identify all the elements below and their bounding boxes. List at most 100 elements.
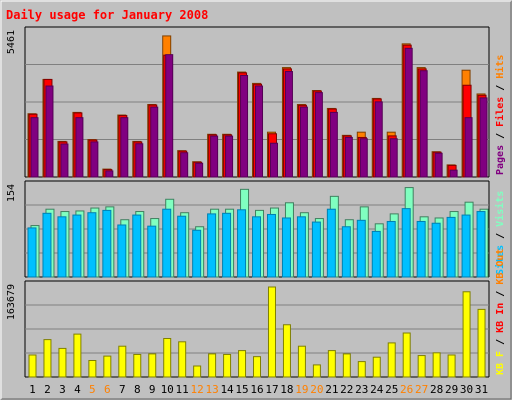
pages-bar — [464, 117, 473, 178]
kbytes-bar — [43, 339, 52, 378]
pages-bar — [210, 135, 219, 178]
kbytes-bar — [312, 364, 321, 378]
sites-bar — [147, 225, 157, 278]
kbytes-bar — [238, 350, 247, 378]
sites-bar — [162, 208, 172, 278]
x-tick-label: 21 — [325, 383, 338, 396]
pages-bar — [479, 97, 488, 178]
x-tick-label: 4 — [74, 383, 81, 396]
sites-bar — [266, 213, 276, 278]
sites-bar — [341, 226, 351, 278]
x-tick-label: 25 — [385, 383, 398, 396]
pages-bar — [105, 170, 114, 178]
pages-bar — [90, 141, 99, 178]
kbytes-bar — [88, 360, 97, 378]
kbytes-bar — [73, 333, 82, 378]
sites-bar — [401, 208, 411, 278]
x-tick-label: 1 — [29, 383, 36, 396]
sites-bar — [371, 230, 381, 278]
kbytes-bar — [28, 354, 37, 378]
pages-bar — [404, 47, 413, 178]
kbytes-bar — [357, 361, 366, 378]
sites-bar — [57, 216, 67, 278]
x-tick-label: 20 — [310, 383, 323, 396]
x-tick-label: 3 — [59, 383, 66, 396]
x-tick-label: 9 — [149, 383, 156, 396]
pages-bar — [359, 138, 368, 178]
sites-bar — [207, 213, 217, 278]
x-tick-label: 10 — [161, 383, 174, 396]
hits-files-pages-bars — [27, 35, 488, 178]
sites-bar — [281, 217, 291, 278]
kbytes-bar — [267, 286, 276, 378]
kbytes-bar — [58, 347, 67, 378]
x-tick-label: 11 — [176, 383, 189, 396]
pages-bar — [419, 70, 428, 178]
visits-sites-panel: 154 Sites / Visits — [6, 180, 506, 278]
x-tick-label: 27 — [415, 383, 428, 396]
x-tick-label: 17 — [265, 383, 278, 396]
sites-bar — [117, 224, 127, 278]
pages-bar — [180, 152, 189, 178]
sites-bar — [326, 208, 336, 278]
x-axis-labels: 1 2 3 4 5 6 7 8 9 10 11 12 13 14 15 16 17 18 19 20 21 22 23 24 2… — [29, 383, 488, 396]
pages-bar — [75, 117, 84, 178]
pages-bar — [60, 143, 69, 178]
visits-sites-ymax-label: 154 — [6, 184, 17, 202]
hits-files-pages-panel: 5461 Pages / Files / Hits — [6, 26, 506, 178]
x-tick-label: 18 — [280, 383, 293, 396]
x-tick-label: 5 — [89, 383, 96, 396]
sites-bar — [192, 229, 202, 278]
sites-bar — [296, 216, 306, 278]
pages-bar — [120, 117, 129, 178]
pages-bar — [449, 169, 458, 178]
pages-bar — [374, 101, 383, 178]
x-tick-label: 23 — [355, 383, 368, 396]
kbytes-bar — [193, 365, 202, 378]
kbytes-bar — [447, 354, 456, 378]
sites-bar — [72, 214, 82, 278]
x-tick-label: 24 — [370, 383, 384, 396]
sites-bar — [476, 211, 486, 278]
kbytes-legend: KB F / KB In / KB Out — [495, 249, 506, 375]
sites-bar — [237, 209, 247, 278]
sites-bar — [132, 214, 142, 278]
kbytes-bar — [342, 353, 351, 378]
pages-bar — [150, 106, 159, 178]
pages-bar — [344, 136, 353, 178]
sites-bar — [252, 216, 262, 278]
kbytes-bar — [477, 308, 486, 378]
pages-bar — [255, 85, 264, 178]
chart-panels: 5461 Pages / Files / Hits 154 Sites / Visit… — [6, 26, 506, 378]
sites-bar — [416, 220, 426, 278]
x-tick-label: 6 — [104, 383, 111, 396]
kbytes-bar — [208, 353, 217, 378]
hits-files-pages-legend: Pages / Files / Hits — [494, 55, 506, 175]
sites-bar — [222, 212, 232, 278]
sites-bar — [102, 209, 112, 278]
x-tick-label: 16 — [250, 383, 263, 396]
pages-bar — [225, 135, 234, 178]
pages-bar — [329, 111, 338, 178]
kbytes-ymax-label: 163679 — [6, 284, 17, 320]
sites-bar — [311, 221, 321, 278]
kbytes-bar — [432, 352, 441, 378]
x-tick-label: 7 — [119, 383, 126, 396]
kbytes-bar — [223, 353, 232, 378]
pages-bar — [269, 142, 278, 178]
pages-bar — [389, 138, 398, 178]
kbytes-bar — [178, 341, 187, 378]
sites-bar — [356, 219, 366, 278]
kbytes-bar — [462, 291, 471, 378]
x-tick-label: 30 — [460, 383, 473, 396]
x-tick-label: 13 — [205, 383, 218, 396]
kbytes-bar — [417, 355, 426, 378]
pages-bar — [195, 162, 204, 178]
pages-bar — [135, 143, 144, 178]
x-tick-label: 8 — [134, 383, 141, 396]
kbytes-bar — [103, 355, 112, 378]
kbytes-bar — [372, 356, 381, 378]
